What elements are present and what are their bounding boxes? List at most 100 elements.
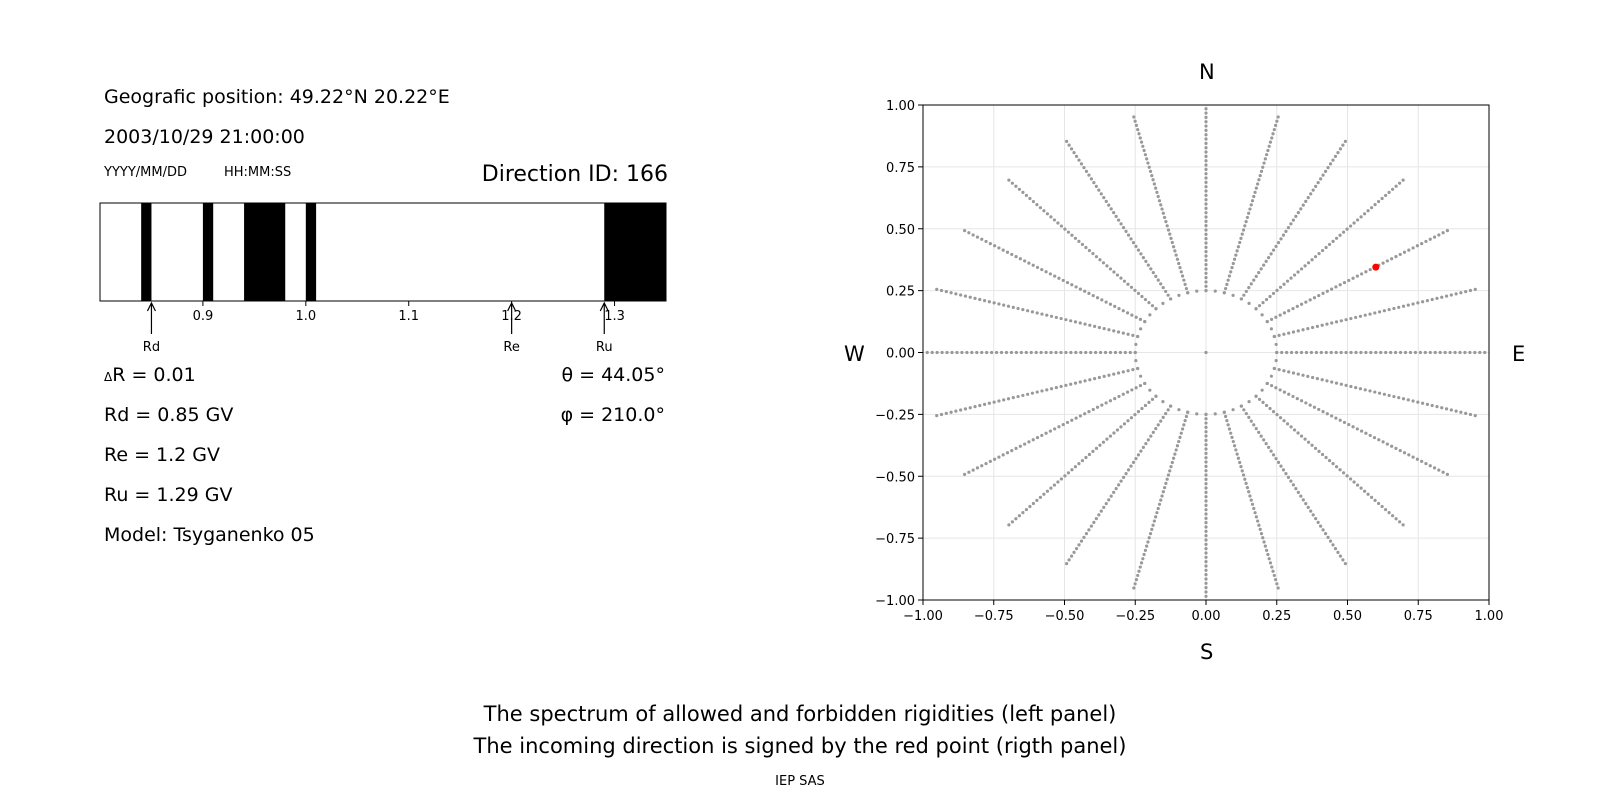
direction-grid-point xyxy=(1334,285,1338,289)
direction-grid-point xyxy=(1310,443,1314,447)
direction-grid-point xyxy=(1204,198,1208,202)
direction-grid-point xyxy=(1355,483,1360,487)
direction-grid-point xyxy=(982,299,987,303)
spectrum-ticks: 0.9 1.0 1.1 1.2 1.3 xyxy=(193,301,625,324)
direction-grid-point xyxy=(1078,380,1082,384)
direction-grid-point xyxy=(1281,233,1286,237)
direction-grid-point xyxy=(1364,270,1368,274)
direction-grid-point xyxy=(1100,403,1104,407)
direction-grid-point xyxy=(1398,252,1402,257)
direction-grid-point xyxy=(1069,382,1073,386)
direction-grid-point xyxy=(1087,248,1092,253)
direction-grid-point xyxy=(1411,246,1415,250)
direction-grid-point xyxy=(1380,196,1384,201)
direction-grid-point xyxy=(1264,403,1269,408)
direction-grid-point xyxy=(1119,276,1123,280)
direction-grid-point xyxy=(1437,233,1441,237)
direction-grid-point xyxy=(1024,507,1029,512)
direction-grid-point xyxy=(1079,162,1084,166)
direction-grid-point xyxy=(1105,264,1109,268)
direction-grid-point xyxy=(1021,190,1025,194)
direction-grid-point xyxy=(1150,397,1155,401)
direction-grid-point xyxy=(1101,261,1106,265)
direction-grid-point xyxy=(1009,350,1014,355)
direction-grid-point xyxy=(1045,212,1050,216)
direction-grid-point xyxy=(945,350,949,355)
direction-grid-point xyxy=(1029,350,1033,355)
direction-grid-point xyxy=(1269,252,1273,256)
direction-grid-point xyxy=(1239,465,1243,469)
direction-grid-point xyxy=(1291,394,1295,399)
direction-grid-point xyxy=(1204,542,1208,546)
direction-grid-point xyxy=(1231,439,1235,444)
direction-grid-point xyxy=(1423,350,1427,355)
direction-grid-point xyxy=(1317,252,1321,256)
direction-grid-point xyxy=(1387,393,1391,398)
direction-grid-point xyxy=(982,402,987,406)
direction-grid-point xyxy=(1247,415,1251,419)
direction-grid-point xyxy=(1359,350,1363,355)
direction-grid-point xyxy=(1330,287,1334,291)
direction-grid-point xyxy=(1074,547,1079,551)
direction-grid-point xyxy=(1235,452,1239,456)
direction-grid-point xyxy=(1137,569,1141,573)
direction-grid-point xyxy=(1133,582,1137,586)
direction-grid-point xyxy=(1383,193,1388,198)
direction-grid-point xyxy=(1268,294,1272,299)
direction-grid-point xyxy=(1229,431,1233,435)
direction-grid-point xyxy=(1040,433,1044,438)
direction-grid-point xyxy=(1082,535,1086,539)
direction-grid-point xyxy=(1087,452,1092,457)
marker-label: Re xyxy=(503,340,519,355)
direction-grid-point xyxy=(1430,297,1434,302)
direction-grid-point xyxy=(1108,267,1113,271)
direction-grid-point xyxy=(1148,313,1152,317)
direction-grid-point xyxy=(1372,435,1377,440)
direction-grid-point xyxy=(1079,539,1084,543)
direction-grid-point xyxy=(1118,350,1122,355)
direction-grid-point xyxy=(1271,132,1275,136)
direction-grid-point xyxy=(1035,390,1039,394)
direction-grid-point xyxy=(1204,193,1208,197)
direction-grid-point xyxy=(1271,409,1276,414)
direction-grid-point xyxy=(1112,490,1116,494)
direction-grid-point xyxy=(1247,211,1251,215)
direction-grid-point xyxy=(1261,165,1265,169)
direction-grid-point xyxy=(1287,331,1291,335)
direction-grid-point xyxy=(1164,481,1168,485)
direction-grid-point xyxy=(1473,350,1477,355)
direction-grid-point xyxy=(1017,187,1021,191)
direction-grid-point xyxy=(1049,350,1053,355)
direction-grid-point xyxy=(1428,350,1432,355)
direction-grid-point xyxy=(1159,282,1163,286)
direction-grid-point xyxy=(1309,192,1313,196)
direction-grid-point xyxy=(1363,388,1367,392)
direction-grid-point xyxy=(1091,407,1095,412)
direction-grid-point xyxy=(1249,203,1253,207)
direction-grid-point xyxy=(1078,287,1082,291)
direction-grid-point xyxy=(1424,461,1428,466)
direction-grid-point xyxy=(1077,239,1081,243)
direction-grid-point xyxy=(1137,132,1141,136)
direction-grid-point xyxy=(1165,477,1169,481)
caption-line-1: The spectrum of allowed and forbidden ri… xyxy=(483,702,1117,726)
direction-grid-point xyxy=(1059,384,1063,389)
direction-grid-point xyxy=(1044,431,1048,435)
direction-grid-point xyxy=(1204,495,1208,499)
direction-grid-point xyxy=(1159,203,1163,207)
direction-grid-point xyxy=(1204,350,1208,355)
direction-grid-point xyxy=(1398,520,1402,524)
direction-grid-point xyxy=(1038,206,1043,210)
direction-grid-point xyxy=(1141,256,1145,260)
direction-grid-point xyxy=(1402,451,1407,455)
direction-grid-point xyxy=(1368,267,1372,272)
direction-grid-point xyxy=(1157,199,1162,203)
direction-grid-point xyxy=(1274,456,1278,461)
direction-grid-point xyxy=(1236,245,1241,249)
direction-grid-point xyxy=(1204,560,1208,564)
direction-grid-point xyxy=(1204,211,1208,215)
direction-grid-point xyxy=(1156,194,1160,199)
direction-grid-point xyxy=(1345,474,1349,478)
direction-grid-point xyxy=(1291,306,1295,311)
direction-grid-point xyxy=(1065,139,1069,143)
